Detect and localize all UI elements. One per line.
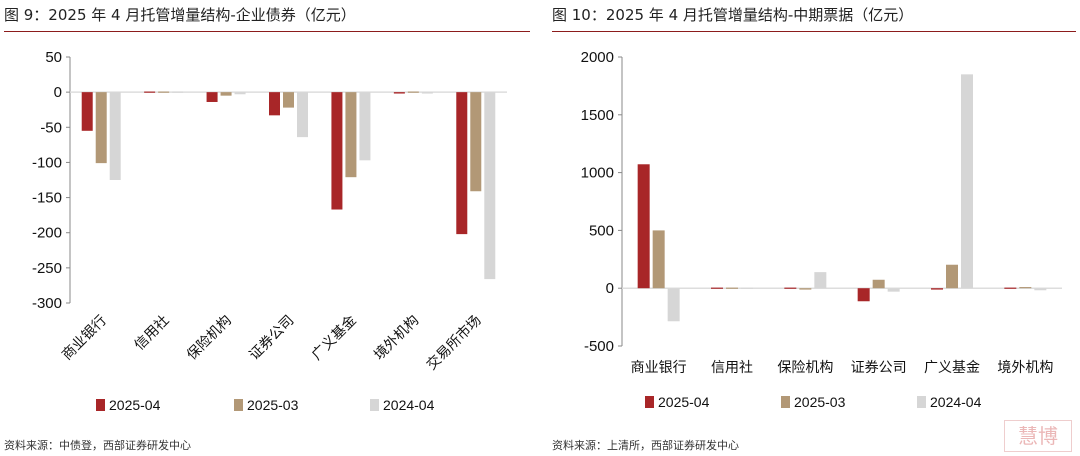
x-tick-label-0: 交易所市场 <box>423 312 485 374</box>
watermark-logo: 慧博 <box>1004 420 1072 452</box>
bar-2025-04-广义基金 <box>931 288 943 290</box>
bar-2024-04-商业银行 <box>109 92 121 180</box>
chart-title-right: 图 10：2025 年 4 月托管增量结构-中期票据（亿元） <box>552 4 1076 32</box>
source-right: 资料来源：上清所，西部证券研发中心 <box>552 439 739 452</box>
bar-2025-03-证券公司 <box>283 92 294 108</box>
bar-2024-04-保险机构 <box>814 272 827 289</box>
x-tick-label-1: 境外机构 <box>997 360 1053 376</box>
bar-2024-04-信用社 <box>741 287 753 289</box>
legend-label-1: 2024-04 <box>930 394 982 410</box>
bar-2025-04-广义基金 <box>331 92 343 210</box>
bar-2025-04-境外机构 <box>393 92 405 94</box>
bar-2025-04-信用社 <box>144 91 156 93</box>
legend-label-0: 2025-03 <box>247 397 299 413</box>
y-tick-label-0: -150 <box>32 190 62 207</box>
bar-2025-03-交易所市场 <box>470 92 482 192</box>
x-tick-label-0: 广义基金 <box>308 312 360 364</box>
legend-swatch-0 <box>370 399 379 411</box>
bar-2024-04-境外机构 <box>1034 288 1047 291</box>
bar-2024-04-广义基金 <box>961 74 973 289</box>
bar-2025-03-广义基金 <box>345 92 357 178</box>
bar-2025-04-证券公司 <box>269 92 280 116</box>
chart-title-left: 图 9：2025 年 4 月托管增量结构-企业债券（亿元） <box>4 4 530 32</box>
bar-2025-04-交易所市场 <box>456 92 468 235</box>
bar-2025-03-商业银行 <box>652 230 665 289</box>
bar-2024-04-交易所市场 <box>484 92 496 280</box>
bar-2025-03-保险机构 <box>220 92 232 96</box>
bar-2025-03-证券公司 <box>872 279 885 289</box>
y-tick-label-1: 2000 <box>581 49 614 66</box>
y-tick-label-1: 0 <box>606 280 614 297</box>
y-tick-label-1: 500 <box>589 222 614 239</box>
legend-label-0: 2024-04 <box>383 397 435 413</box>
x-tick-label-0: 境外机构 <box>371 313 422 364</box>
legend-label-1: 2025-03 <box>794 394 846 410</box>
bar-2025-03-境外机构 <box>1019 287 1032 289</box>
legend-swatch-1 <box>645 396 654 408</box>
y-tick-label-0: 50 <box>45 49 62 66</box>
bar-2025-03-信用社 <box>726 287 738 289</box>
bar-2025-04-商业银行 <box>81 92 93 131</box>
x-tick-label-0: 保险机构 <box>184 313 235 364</box>
x-tick-label-0: 商业银行 <box>59 313 110 364</box>
y-tick-label-0: -200 <box>32 225 62 242</box>
y-tick-label-1: 1000 <box>581 165 614 182</box>
source-left: 资料来源：中债登，西部证券研发中心 <box>4 439 191 452</box>
x-tick-label-1: 商业银行 <box>631 360 687 376</box>
legend-swatch-0 <box>234 399 243 411</box>
y-tick-label-0: -250 <box>32 260 62 277</box>
legend-label-0: 2025-04 <box>109 397 161 413</box>
bar-2024-04-广义基金 <box>359 92 371 161</box>
x-tick-label-1: 广义基金 <box>924 359 980 376</box>
y-tick-label-1: 1500 <box>581 107 614 124</box>
y-tick-label-0: 0 <box>54 84 62 101</box>
legend-swatch-1 <box>917 396 926 408</box>
x-tick-label-0: 信用社 <box>131 313 172 354</box>
x-tick-label-0: 证券公司 <box>246 313 297 364</box>
legend-swatch-0 <box>96 399 105 411</box>
y-tick-label-0: -300 <box>32 295 62 312</box>
bar-2024-04-保险机构 <box>234 92 246 95</box>
bar-2025-03-广义基金 <box>946 264 958 289</box>
bar-2024-04-证券公司 <box>297 92 308 138</box>
bar-2025-03-信用社 <box>158 91 170 93</box>
legend-swatch-1 <box>781 396 790 408</box>
bar-2025-03-商业银行 <box>95 92 107 164</box>
bar-2025-04-信用社 <box>711 287 723 289</box>
bar-2024-04-商业银行 <box>667 288 680 322</box>
bar-2024-04-信用社 <box>172 91 184 93</box>
y-tick-label-1: -500 <box>584 338 614 355</box>
bar-2025-04-证券公司 <box>857 288 870 302</box>
bar-2024-04-证券公司 <box>887 288 900 292</box>
legend-label-1: 2025-04 <box>658 394 710 410</box>
bar-2025-04-商业银行 <box>637 164 650 289</box>
bar-2025-03-保险机构 <box>799 288 812 290</box>
y-tick-label-0: -50 <box>40 119 62 136</box>
bar-2025-04-境外机构 <box>1004 287 1017 289</box>
x-tick-label-1: 信用社 <box>711 360 753 376</box>
bar-2025-03-境外机构 <box>407 91 419 93</box>
x-tick-label-1: 证券公司 <box>851 360 907 376</box>
x-tick-label-1: 保险机构 <box>777 360 833 376</box>
bar-2025-04-保险机构 <box>206 92 218 102</box>
bar-2024-04-境外机构 <box>421 92 433 94</box>
bar-2025-04-保险机构 <box>784 287 797 289</box>
y-tick-label-0: -100 <box>32 154 62 171</box>
